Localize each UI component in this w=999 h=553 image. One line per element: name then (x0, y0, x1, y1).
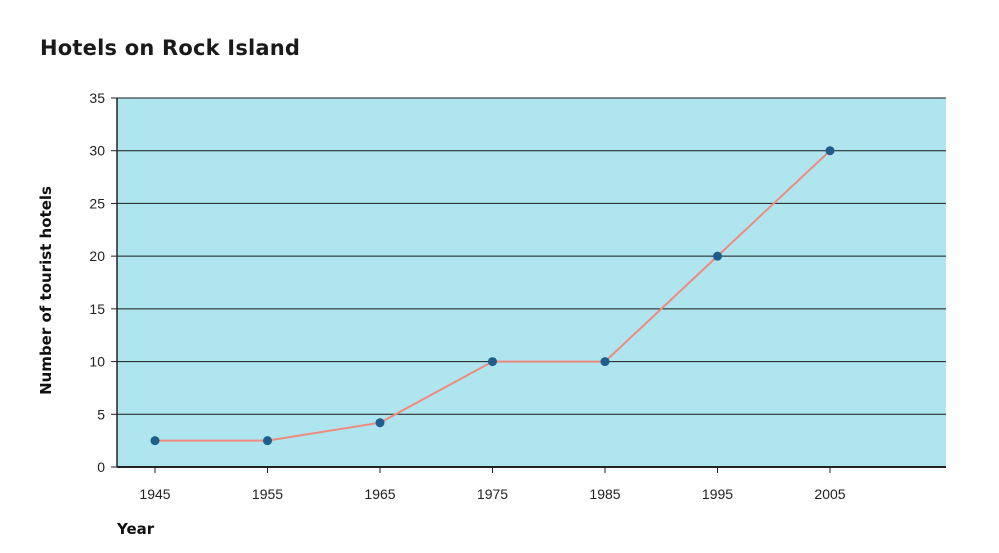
x-tick-label: 1955 (252, 486, 283, 502)
y-tick-label: 10 (89, 354, 105, 370)
y-tick-label: 35 (89, 90, 105, 106)
y-axis-ticks: 0 5 10 15 20 25 30 35 (89, 90, 117, 475)
data-point (488, 357, 497, 367)
data-point (150, 436, 160, 446)
x-tick-label: 1965 (364, 486, 395, 502)
x-tick-label: 2005 (814, 486, 845, 502)
y-tick-label: 25 (89, 195, 105, 211)
plot-area (117, 98, 946, 467)
x-tick-label: 1945 (139, 486, 170, 502)
x-axis-label: Year (116, 520, 155, 538)
y-tick-label: 0 (97, 459, 105, 475)
data-point (600, 357, 610, 367)
y-tick-label: 5 (97, 406, 105, 422)
x-tick-label: 1975 (477, 486, 508, 502)
x-tick-label: 1995 (702, 486, 733, 502)
data-point (713, 251, 722, 261)
series-markers (150, 146, 835, 446)
x-axis-ticks: 1945 1955 1965 1975 1985 1995 2005 (139, 467, 846, 502)
data-point (375, 418, 385, 428)
y-tick-label: 30 (89, 143, 105, 159)
y-axis-label: Number of tourist hotels (37, 186, 55, 395)
data-point (263, 436, 272, 446)
data-point (825, 146, 835, 156)
y-tick-label: 20 (89, 248, 105, 264)
chart-title: Hotels on Rock Island (40, 36, 301, 60)
y-tick-label: 15 (89, 301, 105, 317)
x-tick-label: 1985 (589, 486, 620, 502)
